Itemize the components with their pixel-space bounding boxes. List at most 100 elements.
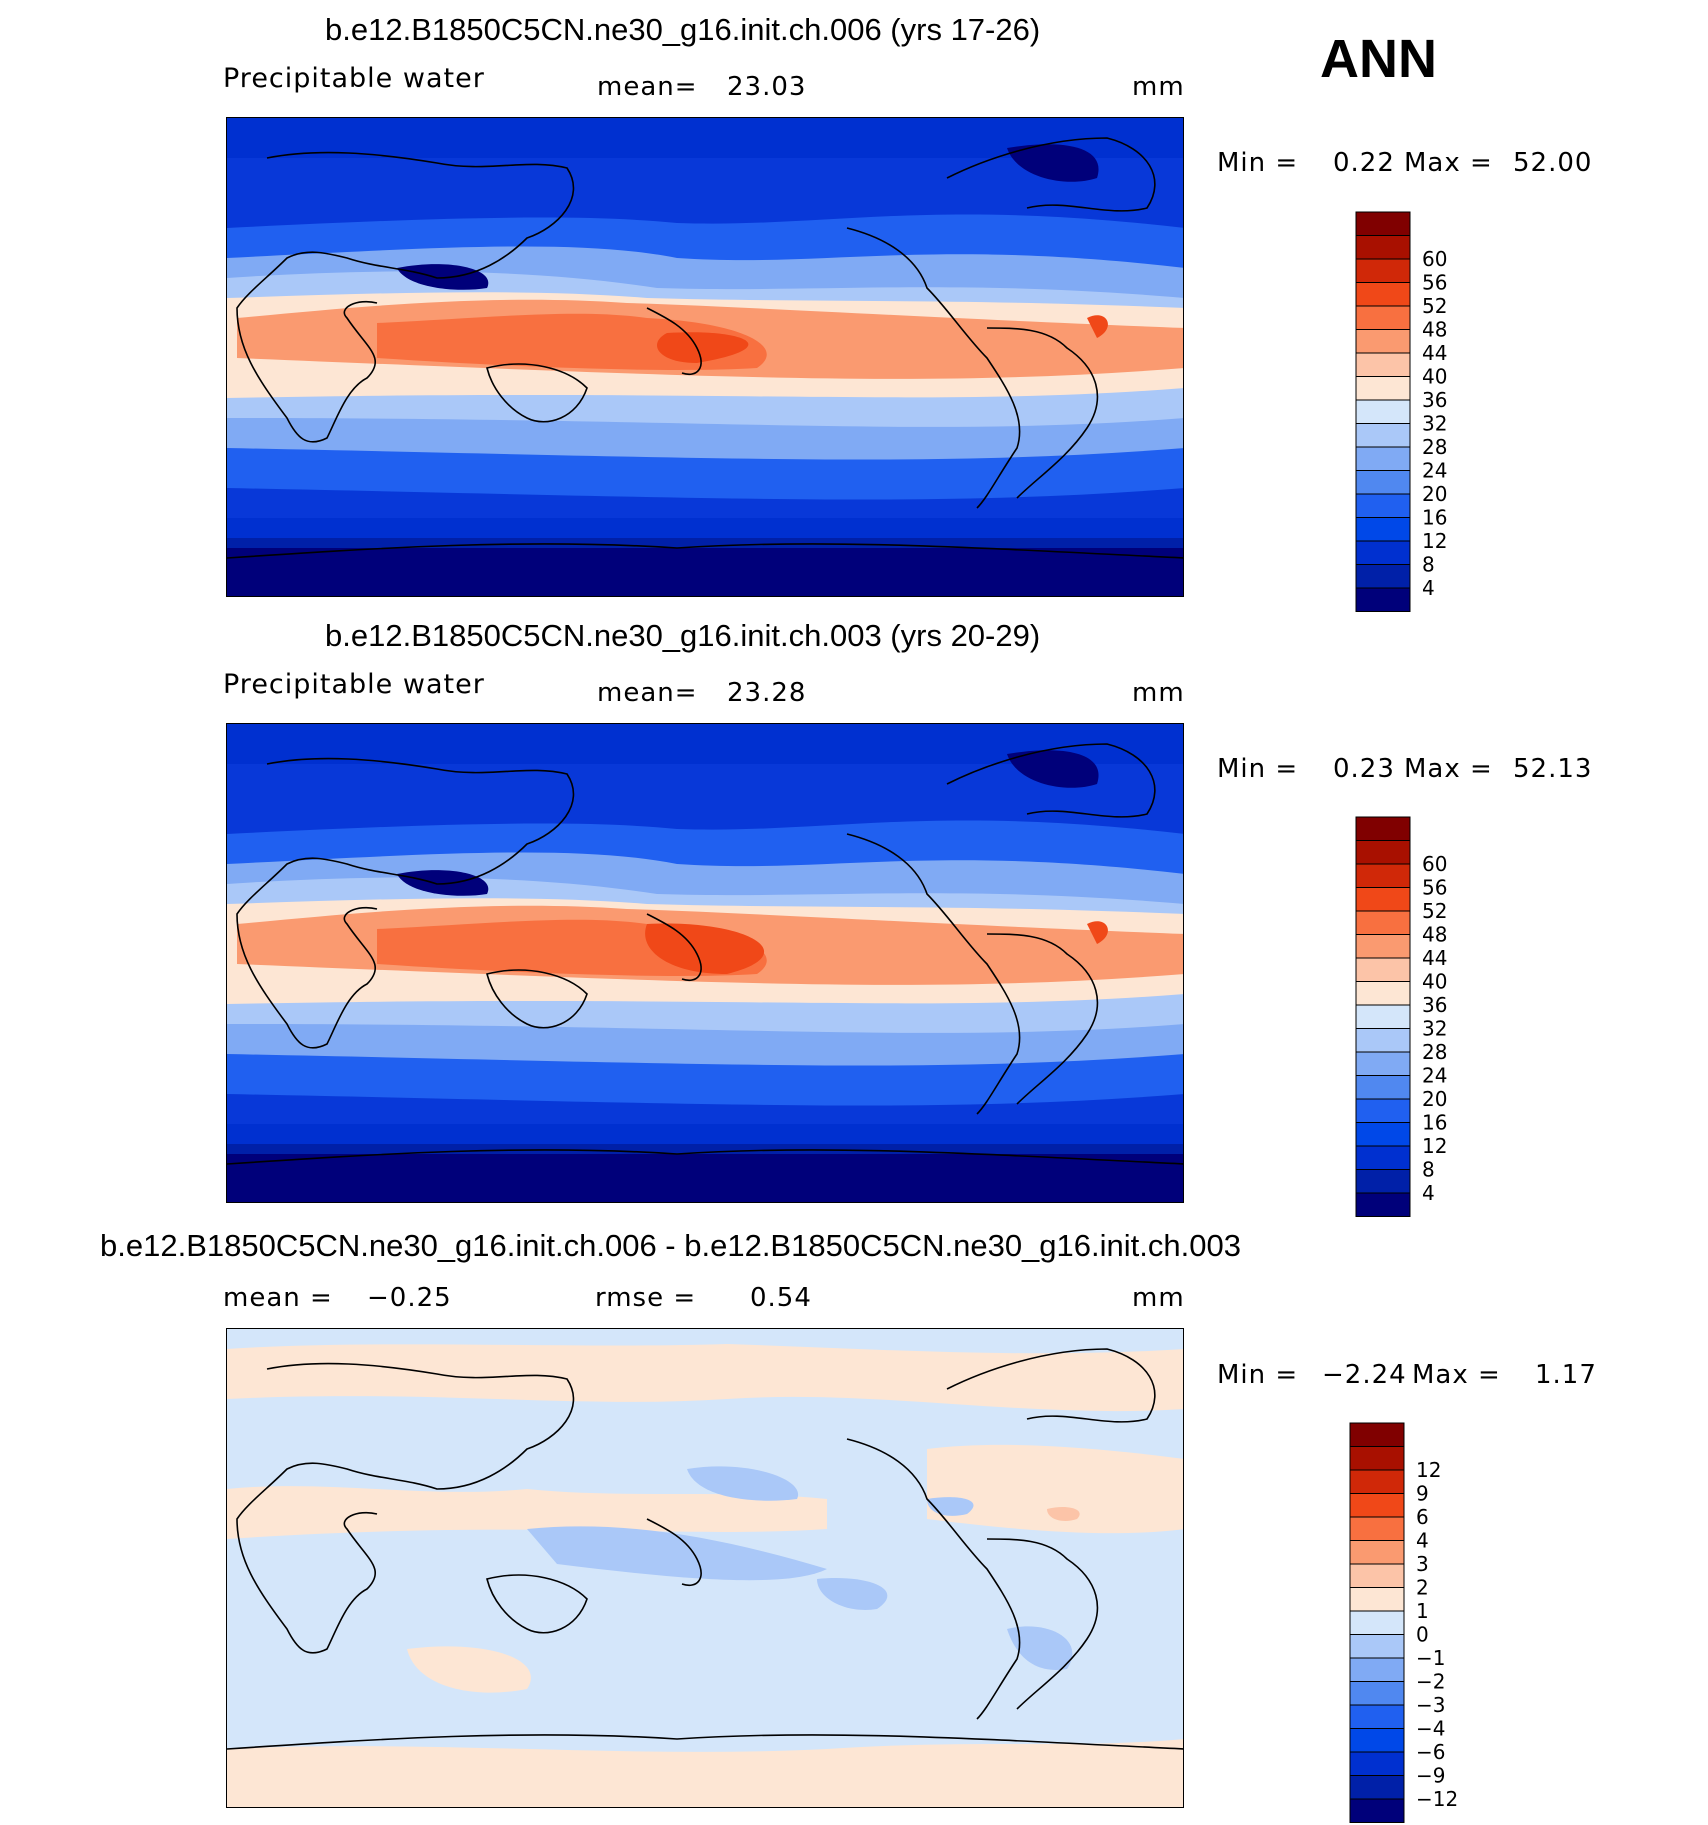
panel-1-max-value: 52.00 (1513, 148, 1593, 178)
panel-2-colorbar-label: 4 (1422, 1181, 1435, 1205)
panel-1-title: b.e12.B1850C5CN.ne30_g16.init.ch.006 (yr… (325, 12, 1041, 47)
panel-1-colorbar-label: 20 (1422, 482, 1447, 506)
panel-3-mean-value: −0.25 (367, 1283, 452, 1313)
panel-3-colorbar-box (1349, 1563, 1405, 1588)
panel-2-colorbar-label: 52 (1422, 899, 1447, 923)
panel-1-mean-value: 23.03 (727, 72, 807, 102)
panel-2-colorbar-label: 28 (1422, 1040, 1447, 1064)
panel-1-colorbar: 4 8 12 16 20 24 28 32 36 40 44 48 52 56 60 (1355, 211, 1476, 612)
panel-1-colorbar-box (1355, 352, 1411, 377)
panel-3-max-label: Max = (1412, 1360, 1501, 1390)
panel-3-colorbar-box (1349, 1681, 1405, 1706)
panel-2-colorbar-label: 20 (1422, 1087, 1447, 1111)
season-label: ANN (1320, 29, 1437, 89)
panel-3-colorbar-box (1349, 1657, 1405, 1682)
panel-3-colorbar-box (1349, 1775, 1405, 1800)
panel-2-variable: Precipitable water (223, 669, 485, 700)
panel-1-colorbar-label: 40 (1422, 365, 1447, 389)
panel-1-units: mm (1132, 72, 1185, 102)
panel-3-colorbar-label: 1 (1416, 1599, 1429, 1623)
panel-3-colorbar-box (1349, 1587, 1405, 1612)
panel-2-colorbar-box (1355, 863, 1411, 888)
panel-1-colorbar-box (1355, 258, 1411, 283)
panel-1-colorbar-label: 24 (1422, 459, 1447, 483)
panel-3-colorbar-label: −1 (1416, 1646, 1445, 1670)
panel-3-colorbar-label: 0 (1416, 1623, 1429, 1647)
panel-2-colorbar-box (1355, 1098, 1411, 1123)
panel-3-colorbar-label: −3 (1416, 1693, 1445, 1717)
panel-2-colorbar-label: 56 (1422, 876, 1447, 900)
panel-2-colorbar-label: 40 (1422, 970, 1447, 994)
panel-3-colorbar-label: −12 (1416, 1787, 1458, 1811)
panel-3-colorbar-box (1349, 1446, 1405, 1471)
panel-1-max-label: Max = (1404, 148, 1493, 178)
panel-1-colorbar-box (1355, 587, 1411, 612)
panel-3-rmse-value: 0.54 (750, 1283, 812, 1313)
panel-3-colorbar: −12 −9 −6 −4 −3 −2 −1 0 1 2 3 4 6 9 12 (1349, 1422, 1480, 1823)
panel-2-colorbar-box (1355, 1145, 1411, 1170)
panel-3-colorbar-label: 4 (1416, 1529, 1429, 1553)
panel-3-colorbar-box (1349, 1422, 1405, 1447)
panel-2-colorbar-box (1355, 1075, 1411, 1100)
panel-1-colorbar-box (1355, 211, 1411, 236)
panel-3-title: b.e12.B1850C5CN.ne30_g16.init.ch.006 - b… (100, 1228, 1241, 1263)
panel-3-colorbar-label: 12 (1416, 1458, 1441, 1482)
panel-2-colorbar-box (1355, 910, 1411, 935)
panel-3-colorbar-label: 9 (1416, 1482, 1429, 1506)
panel-2-colorbar-box (1355, 1004, 1411, 1029)
panel-1-colorbar-box (1355, 423, 1411, 448)
panel-1-colorbar-label: 56 (1422, 271, 1447, 295)
panel-3-colorbar-label: −9 (1416, 1764, 1445, 1788)
panel-3-colorbar-box (1349, 1540, 1405, 1565)
panel-1-map (226, 117, 1184, 597)
panel-1-colorbar-label: 8 (1422, 553, 1435, 577)
panel-2-map (226, 723, 1184, 1203)
panel-1-colorbar-box (1355, 517, 1411, 542)
panel-2-colorbar-label: 32 (1422, 1017, 1447, 1041)
panel-2-colorbar-label: 12 (1422, 1134, 1447, 1158)
panel-2-colorbar-box (1355, 1192, 1411, 1217)
panel-3-rmse-label: rmse = (595, 1283, 697, 1313)
panel-3-colorbar-box (1349, 1728, 1405, 1753)
panel-1-colorbar-box (1355, 305, 1411, 330)
panel-1-variable: Precipitable water (223, 63, 485, 94)
panel-2-colorbar-box (1355, 887, 1411, 912)
panel-1-colorbar-label: 48 (1422, 318, 1447, 342)
panel-3-mean-label: mean = (223, 1283, 333, 1313)
panel-3-colorbar-label: −2 (1416, 1670, 1445, 1694)
panel-3-colorbar-label: −6 (1416, 1740, 1445, 1764)
panel-3-colorbar-box (1349, 1798, 1405, 1823)
panel-1-contour-field (227, 118, 1183, 596)
panel-2-min-value: 0.23 (1333, 754, 1395, 784)
panel-2-colorbar-box (1355, 816, 1411, 841)
panel-3-colorbar-box (1349, 1634, 1405, 1659)
panel-1-colorbar-label: 52 (1422, 294, 1447, 318)
panel-2-colorbar-label: 48 (1422, 923, 1447, 947)
panel-2-title: b.e12.B1850C5CN.ne30_g16.init.ch.003 (yr… (325, 618, 1041, 653)
panel-2-units: mm (1132, 678, 1185, 708)
panel-1-colorbar-box (1355, 564, 1411, 589)
panel-1-colorbar-box (1355, 446, 1411, 471)
panel-1-colorbar-label: 32 (1422, 412, 1447, 436)
panel-2-colorbar-box (1355, 1051, 1411, 1076)
panel-1-colorbar-label: 36 (1422, 388, 1447, 412)
panel-1-mean-label: mean= (597, 72, 698, 102)
panel-2-colorbar-box (1355, 1122, 1411, 1147)
panel-3-min-value: −2.24 (1322, 1360, 1407, 1390)
panel-3-colorbar-box (1349, 1493, 1405, 1518)
panel-1-colorbar-box (1355, 540, 1411, 565)
panel-1-colorbar-label: 16 (1422, 506, 1447, 530)
panel-2-min-label: Min = (1217, 754, 1299, 784)
panel-1-colorbar-box (1355, 376, 1411, 401)
panel-2-contour-field (227, 724, 1183, 1202)
panel-2-mean-label: mean= (597, 678, 698, 708)
panel-1-colorbar-label: 4 (1422, 576, 1435, 600)
panel-3-colorbar-label: −4 (1416, 1717, 1445, 1741)
panel-2-colorbar-label: 8 (1422, 1158, 1435, 1182)
panel-1-colorbar-box (1355, 399, 1411, 424)
panel-2-colorbar-label: 16 (1422, 1111, 1447, 1135)
panel-2-colorbar-box (1355, 934, 1411, 959)
